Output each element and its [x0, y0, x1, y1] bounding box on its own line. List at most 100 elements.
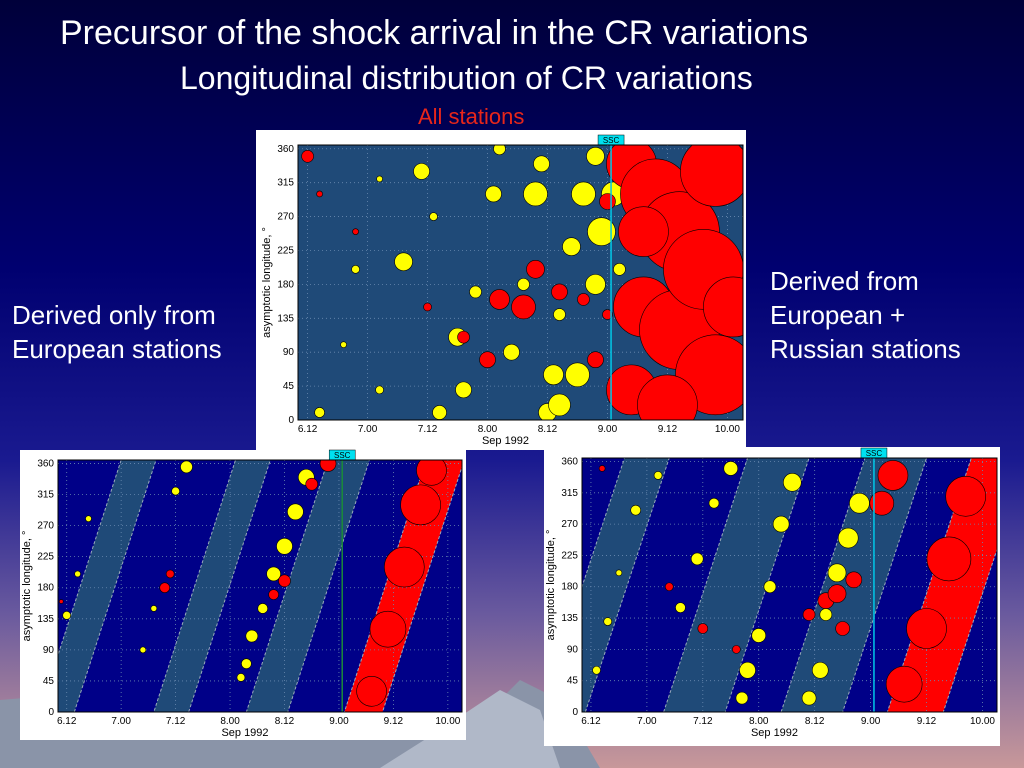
y-tick-label: 0 [572, 707, 578, 718]
data-point [457, 330, 470, 344]
x-tick-label: 7.00 [111, 716, 131, 727]
data-point [58, 599, 64, 604]
data-point [849, 492, 870, 514]
x-tick-label: 9.00 [861, 716, 881, 727]
x-tick-label: 6.12 [581, 716, 601, 727]
data-point [945, 475, 986, 517]
data-point [571, 181, 596, 207]
data-point [845, 571, 863, 589]
x-tick-label: 8.00 [749, 716, 769, 727]
data-point [811, 661, 829, 679]
x-tick-label: 8.12 [538, 424, 558, 435]
data-point [432, 405, 447, 420]
data-point [819, 608, 833, 621]
data-point [599, 193, 616, 210]
plot-frame [57, 459, 463, 713]
data-point [257, 603, 269, 614]
data-point [455, 381, 472, 399]
data-point [400, 484, 441, 526]
x-tick-label: 8.00 [478, 424, 498, 435]
y-axis-label: asymptotic longitude, ° [545, 530, 557, 641]
data-point [577, 293, 590, 306]
x-tick-label: 9.00 [329, 716, 349, 727]
data-point [245, 629, 259, 643]
data-point [74, 570, 81, 578]
data-point [278, 574, 291, 588]
data-point [376, 175, 383, 183]
y-tick-label: 0 [48, 707, 54, 718]
data-point [801, 690, 817, 706]
data-point [352, 228, 359, 235]
y-tick-label: 225 [37, 552, 54, 563]
plot [58, 460, 462, 712]
y-tick-label: 45 [567, 676, 579, 687]
y-tick-label: 360 [277, 144, 294, 155]
x-tick-label: 9.00 [598, 424, 618, 435]
x-tick-label: 6.12 [298, 424, 318, 435]
y-tick-label: 45 [43, 676, 55, 687]
coverage-band [886, 458, 997, 712]
data-point [618, 206, 669, 257]
data-point [732, 645, 741, 654]
coverage-band [153, 460, 271, 712]
data-point [429, 212, 438, 221]
data-point [319, 460, 337, 472]
data-point [165, 569, 175, 579]
x-tick-label: 7.12 [693, 716, 713, 727]
data-point [236, 673, 246, 682]
data-point [869, 490, 895, 516]
data-point [276, 538, 293, 555]
data-point [772, 515, 790, 533]
data-point [503, 343, 520, 361]
data-point [630, 504, 641, 516]
data-point [423, 302, 432, 312]
data-point [375, 385, 384, 395]
data-point [837, 527, 859, 549]
data-point [543, 364, 564, 386]
mountain [380, 690, 560, 768]
y-tick-label: 270 [277, 212, 294, 223]
data-point [266, 566, 281, 582]
data-point [802, 608, 816, 621]
data-point [723, 461, 739, 476]
plot [582, 458, 997, 712]
data-point [675, 602, 686, 613]
data-point [416, 460, 447, 486]
data-point [664, 582, 674, 592]
data-point [180, 460, 193, 474]
plot-frame [581, 457, 998, 713]
data-point [697, 623, 709, 634]
coverage-band [58, 460, 157, 712]
data-point [493, 145, 506, 156]
data-point [394, 252, 413, 272]
data-point [268, 589, 279, 600]
y-tick-label: 90 [283, 347, 295, 358]
data-point [592, 665, 601, 675]
data-point [613, 263, 626, 276]
data-point [680, 145, 743, 207]
data-point [526, 260, 545, 279]
data-point [241, 658, 252, 669]
coverage-band [582, 458, 670, 712]
data-point [305, 477, 319, 491]
data-point [926, 536, 972, 582]
data-point [469, 285, 482, 299]
data-point [369, 610, 407, 648]
plot-frame [297, 144, 744, 421]
y-tick-label: 45 [283, 381, 295, 392]
data-point [598, 465, 606, 472]
data-point [62, 611, 72, 620]
coverage-band [663, 458, 810, 712]
data-point [906, 608, 947, 649]
data-point [751, 628, 767, 643]
x-tick-label: 7.12 [166, 716, 186, 727]
data-point [739, 661, 756, 679]
x-tick-label: 10.00 [435, 716, 460, 727]
data-point [877, 460, 909, 491]
subtitle: Longitudinal distribution of CR variatio… [180, 60, 753, 96]
top-label: All stations [418, 104, 525, 129]
ssc-label: SSC [603, 136, 620, 145]
data-point [171, 486, 180, 496]
data-point [159, 582, 171, 594]
y-tick-label: 180 [561, 582, 578, 593]
